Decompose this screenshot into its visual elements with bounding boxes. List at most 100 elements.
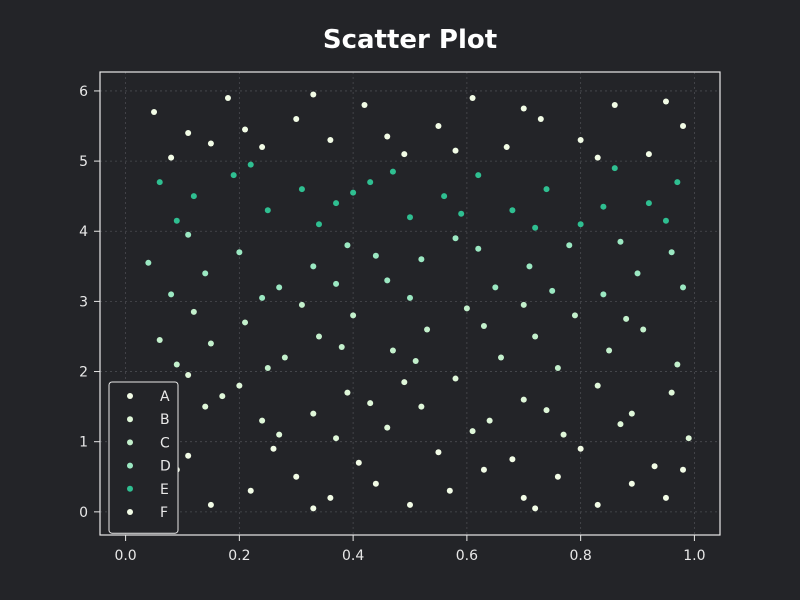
legend-marker — [127, 439, 133, 446]
point-f — [168, 154, 175, 161]
point-e — [543, 186, 550, 193]
point-a — [509, 456, 516, 463]
point-b — [236, 382, 243, 389]
point-a — [651, 463, 658, 470]
point-d — [566, 242, 573, 249]
point-a — [662, 494, 669, 501]
point-d — [526, 263, 533, 270]
point-e — [173, 217, 180, 224]
point-e — [247, 161, 254, 168]
point-a — [435, 449, 442, 456]
point-f — [401, 151, 408, 158]
point-f — [361, 101, 368, 108]
point-d — [168, 291, 175, 298]
y-tick-label: 6 — [79, 84, 88, 100]
point-d — [475, 245, 482, 252]
point-c — [156, 336, 163, 343]
point-b — [452, 375, 459, 382]
data-points — [145, 91, 692, 512]
point-d — [202, 270, 209, 277]
point-f — [594, 154, 601, 161]
point-c — [389, 347, 396, 354]
point-b — [384, 424, 391, 431]
x-tick-label: 1.0 — [683, 548, 705, 564]
point-d — [549, 287, 556, 294]
point-d — [276, 284, 283, 291]
point-b — [520, 396, 527, 403]
legend-marker — [127, 393, 133, 399]
point-e — [458, 210, 465, 217]
point-f — [224, 94, 231, 101]
point-a — [207, 501, 214, 508]
point-f — [680, 123, 687, 130]
point-d — [384, 277, 391, 284]
point-f — [242, 126, 249, 133]
point-d — [634, 270, 641, 277]
point-f — [537, 116, 544, 123]
point-a — [270, 445, 277, 452]
x-tick-label: 0.8 — [570, 548, 592, 564]
point-e — [674, 179, 681, 186]
point-e — [315, 221, 322, 228]
point-e — [367, 179, 374, 186]
point-c — [498, 354, 505, 361]
point-e — [600, 203, 607, 210]
point-f — [151, 108, 158, 115]
x-tick-label: 0.4 — [342, 548, 364, 564]
point-e — [333, 200, 340, 207]
point-c — [674, 361, 681, 368]
x-tick-label: 0.6 — [456, 548, 478, 564]
y-tick-label: 4 — [79, 224, 88, 240]
point-e — [407, 214, 413, 221]
legend-marker — [127, 485, 133, 492]
point-f — [662, 98, 669, 105]
point-b — [310, 410, 317, 417]
y-tick-label: 0 — [79, 505, 88, 521]
point-d — [617, 238, 624, 245]
point-a — [680, 466, 687, 473]
point-b — [185, 372, 192, 379]
point-c — [350, 312, 357, 319]
point-d — [344, 242, 351, 249]
legend-label: A — [160, 389, 170, 405]
point-d — [236, 249, 243, 256]
point-a — [355, 459, 362, 466]
point-c — [520, 301, 527, 308]
y-tick-label: 1 — [79, 435, 88, 451]
point-d — [259, 294, 266, 301]
point-b — [668, 389, 675, 396]
point-b — [469, 428, 476, 435]
chart-title: Scatter Plot — [323, 25, 497, 55]
point-c — [190, 308, 197, 315]
point-c — [554, 365, 561, 372]
point-d — [668, 249, 675, 256]
point-b — [276, 431, 283, 438]
point-b — [219, 393, 226, 400]
point-f — [310, 91, 317, 98]
point-a — [520, 494, 527, 501]
point-e — [662, 217, 669, 224]
point-b — [333, 435, 340, 442]
y-tick-label: 3 — [79, 294, 88, 310]
point-f — [384, 133, 391, 140]
point-d — [680, 284, 687, 291]
point-d — [145, 259, 152, 266]
point-a — [327, 494, 334, 501]
point-a — [372, 480, 379, 487]
point-a — [293, 473, 300, 480]
point-d — [492, 284, 499, 291]
point-a — [407, 501, 413, 508]
point-c — [623, 315, 630, 322]
point-b — [401, 379, 408, 386]
point-c — [173, 361, 180, 368]
point-f — [577, 137, 584, 144]
point-e — [577, 221, 584, 228]
point-e — [611, 165, 618, 172]
point-a — [628, 480, 635, 487]
point-a — [310, 505, 317, 512]
point-c — [298, 301, 305, 308]
point-d — [407, 294, 413, 301]
point-b — [418, 403, 425, 410]
point-b — [685, 435, 692, 442]
